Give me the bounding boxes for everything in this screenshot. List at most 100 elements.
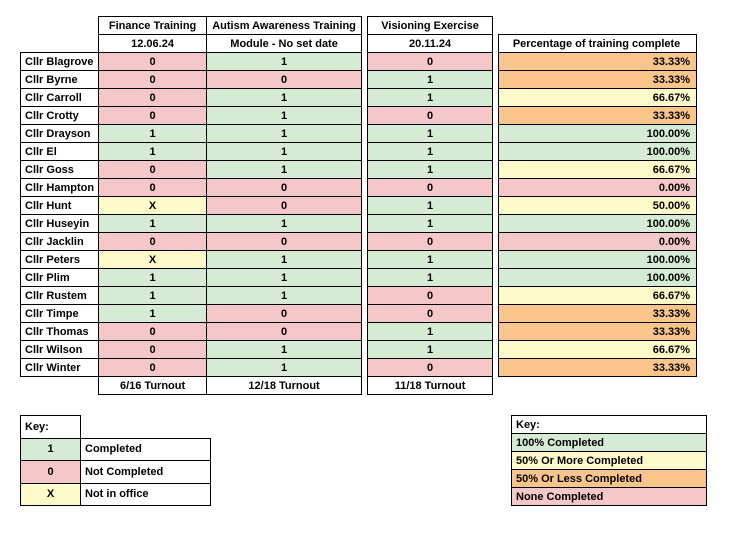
table-row: Cllr Plim111100.00% xyxy=(21,269,697,287)
cell-autism: 1 xyxy=(207,287,362,305)
table-row: Cllr Wilson01166.67% xyxy=(21,341,697,359)
training-table: Finance TrainingAutism Awareness Trainin… xyxy=(20,16,697,395)
legend-label: 100% Completed xyxy=(512,434,707,452)
table-row: Cllr Timpe10033.33% xyxy=(21,305,697,323)
cell-vision: 1 xyxy=(368,197,493,215)
cell-vision: 1 xyxy=(368,89,493,107)
cell-autism: 0 xyxy=(207,233,362,251)
cell-finance: X xyxy=(99,251,207,269)
table-row: Cllr Crotty01033.33% xyxy=(21,107,697,125)
header-finance-date: 12.06.24 xyxy=(99,35,207,53)
footer-vision: 11/18 Turnout xyxy=(368,377,493,395)
cell-vision: 0 xyxy=(368,53,493,71)
table-row: Cllr Hampton0000.00% xyxy=(21,179,697,197)
cell-vision: 0 xyxy=(368,107,493,125)
cell-pct: 33.33% xyxy=(499,323,697,341)
cell-finance: 0 xyxy=(99,161,207,179)
header-vision-date: 20.11.24 xyxy=(368,35,493,53)
legend-title: Key: xyxy=(21,416,81,439)
legend-symbol: 1 xyxy=(21,438,81,461)
cell-vision: 0 xyxy=(368,179,493,197)
legend-label: 50% Or Less Completed xyxy=(512,470,707,488)
cell-vision: 0 xyxy=(368,287,493,305)
cell-finance: 0 xyxy=(99,359,207,377)
cell-pct: 66.67% xyxy=(499,287,697,305)
cell-pct: 66.67% xyxy=(499,89,697,107)
cell-autism: 1 xyxy=(207,125,362,143)
cell-pct: 100.00% xyxy=(499,251,697,269)
header-pct: Percentage of training complete xyxy=(499,35,697,53)
cell-finance: 1 xyxy=(99,269,207,287)
councillor-name: Cllr Jacklin xyxy=(21,233,99,251)
header-autism-date: Module - No set date xyxy=(207,35,362,53)
cell-autism: 1 xyxy=(207,143,362,161)
councillor-name: Cllr Byrne xyxy=(21,71,99,89)
table-row: Cllr Jacklin0000.00% xyxy=(21,233,697,251)
councillor-name: Cllr Peters xyxy=(21,251,99,269)
cell-finance: 0 xyxy=(99,341,207,359)
footer-autism: 12/18 Turnout xyxy=(207,377,362,395)
cell-vision: 0 xyxy=(368,305,493,323)
table-row: Cllr Byrne00133.33% xyxy=(21,71,697,89)
cell-finance: 1 xyxy=(99,287,207,305)
cell-finance: 0 xyxy=(99,53,207,71)
cell-finance: 1 xyxy=(99,143,207,161)
table-row: Cllr Goss01166.67% xyxy=(21,161,697,179)
cell-autism: 0 xyxy=(207,71,362,89)
cell-autism: 1 xyxy=(207,269,362,287)
cell-pct: 33.33% xyxy=(499,53,697,71)
cell-autism: 0 xyxy=(207,179,362,197)
table-row: Cllr Huseyin111100.00% xyxy=(21,215,697,233)
cell-finance: 0 xyxy=(99,71,207,89)
legend-symbol: 0 xyxy=(21,461,81,484)
cell-pct: 100.00% xyxy=(499,269,697,287)
cell-autism: 0 xyxy=(207,197,362,215)
cell-pct: 100.00% xyxy=(499,125,697,143)
cell-autism: 1 xyxy=(207,89,362,107)
header-finance: Finance Training xyxy=(99,17,207,35)
councillor-name: Cllr Goss xyxy=(21,161,99,179)
cell-autism: 1 xyxy=(207,215,362,233)
cell-vision: 1 xyxy=(368,71,493,89)
cell-autism: 1 xyxy=(207,53,362,71)
councillor-name: Cllr Drayson xyxy=(21,125,99,143)
councillor-name: Cllr Timpe xyxy=(21,305,99,323)
councillor-name: Cllr Huseyin xyxy=(21,215,99,233)
table-row: Cllr Winter01033.33% xyxy=(21,359,697,377)
footer-finance: 6/16 Turnout xyxy=(99,377,207,395)
cell-finance: X xyxy=(99,197,207,215)
header-autism: Autism Awareness Training xyxy=(207,17,362,35)
table-row: Cllr Blagrove01033.33% xyxy=(21,53,697,71)
cell-vision: 1 xyxy=(368,269,493,287)
cell-autism: 0 xyxy=(207,305,362,323)
table-row: Cllr Thomas00133.33% xyxy=(21,323,697,341)
cell-vision: 1 xyxy=(368,251,493,269)
cell-finance: 0 xyxy=(99,179,207,197)
legend-label: 50% Or More Completed xyxy=(512,452,707,470)
councillor-name: Cllr Plim xyxy=(21,269,99,287)
table-row: Cllr Carroll01166.67% xyxy=(21,89,697,107)
cell-pct: 33.33% xyxy=(499,359,697,377)
legend-title: Key: xyxy=(512,416,707,434)
cell-autism: 1 xyxy=(207,107,362,125)
cell-pct: 0.00% xyxy=(499,233,697,251)
councillor-name: Cllr Winter xyxy=(21,359,99,377)
cell-finance: 1 xyxy=(99,125,207,143)
table-row: Cllr Rustem11066.67% xyxy=(21,287,697,305)
councillor-name: Cllr Crotty xyxy=(21,107,99,125)
cell-pct: 33.33% xyxy=(499,107,697,125)
cell-pct: 0.00% xyxy=(499,179,697,197)
header-vision: Visioning Exercise xyxy=(368,17,493,35)
legend-right: Key:100% Completed50% Or More Completed5… xyxy=(511,415,707,506)
councillor-name: Cllr Hampton xyxy=(21,179,99,197)
cell-finance: 0 xyxy=(99,323,207,341)
cell-finance: 0 xyxy=(99,89,207,107)
cell-vision: 1 xyxy=(368,323,493,341)
cell-autism: 1 xyxy=(207,359,362,377)
cell-vision: 1 xyxy=(368,161,493,179)
legend-symbol: X xyxy=(21,483,81,506)
cell-finance: 0 xyxy=(99,107,207,125)
cell-pct: 100.00% xyxy=(499,215,697,233)
table-row: Cllr PetersX11100.00% xyxy=(21,251,697,269)
legend-left: Key:1Completed0Not CompletedXNot in offi… xyxy=(20,415,211,506)
